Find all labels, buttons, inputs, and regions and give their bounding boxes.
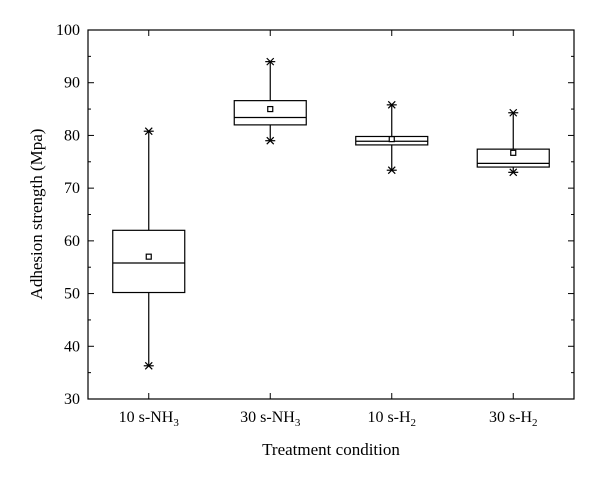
iqr-box <box>476 148 550 168</box>
iqr-box <box>112 229 186 294</box>
y-tick-label: 30 <box>64 391 80 408</box>
box-series <box>112 57 550 370</box>
box-4 <box>476 108 550 177</box>
iqr-box <box>233 100 307 126</box>
y-tick-label: 60 <box>64 233 80 250</box>
x-axis: 10 s-NH3 30 s-NH3 10 s-H2 30 s-H2 <box>119 30 538 429</box>
y-tick-label: 100 <box>56 22 80 39</box>
max-marker <box>143 127 154 136</box>
max-marker <box>386 100 397 109</box>
y-tick-label: 80 <box>64 127 80 144</box>
box-2 <box>233 57 307 145</box>
y-tick-label: 90 <box>64 75 80 92</box>
min-marker <box>386 166 397 175</box>
x-tick-label: 30 s-H2 <box>489 409 538 429</box>
max-marker <box>265 57 276 66</box>
x-tick-label: 10 s-H2 <box>367 409 416 429</box>
y-tick-label: 40 <box>64 338 80 355</box>
box-3 <box>355 100 429 175</box>
mean-marker <box>145 253 152 260</box>
min-marker <box>143 361 154 370</box>
min-marker <box>265 136 276 145</box>
mean-marker <box>388 136 395 143</box>
y-axis-title: Adhesion strength (Mpa) <box>27 129 46 300</box>
y-tick-label: 50 <box>64 286 80 303</box>
y-tick-label: 70 <box>64 180 80 197</box>
min-marker <box>508 168 519 177</box>
x-axis-title: Treatment condition <box>262 440 400 459</box>
y-axis: 30 40 50 60 70 80 90 100 <box>56 22 574 408</box>
x-tick-label: 30 s-NH3 <box>240 409 301 429</box>
box-1 <box>112 127 186 370</box>
x-tick-label: 10 s-NH3 <box>119 409 180 429</box>
max-marker <box>508 108 519 117</box>
mean-marker <box>267 105 274 113</box>
plot-frame <box>87 29 575 400</box>
mean-marker <box>510 149 517 156</box>
